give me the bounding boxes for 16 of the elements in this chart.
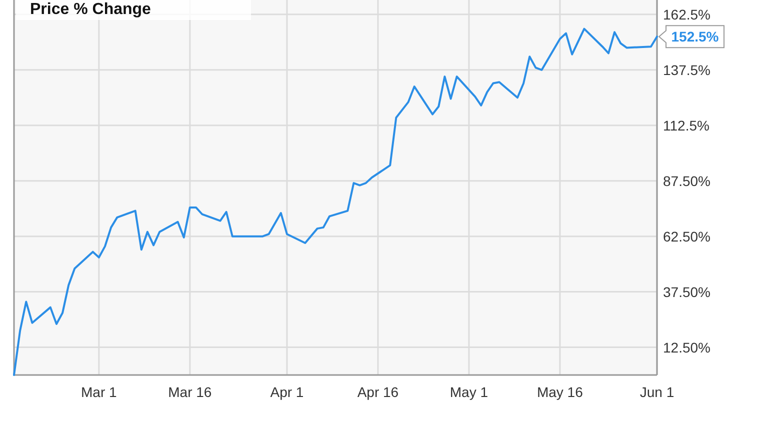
y-tick-label: 37.50% <box>663 284 710 300</box>
x-tick-label: Mar 16 <box>168 384 212 400</box>
x-tick-label: May 16 <box>536 384 584 400</box>
data-label: 152.5% <box>671 28 720 45</box>
x-tick-label: Mar 1 <box>81 384 118 400</box>
y-tick-label: 87.50% <box>663 172 710 189</box>
y-tick-label: 62.50% <box>663 228 710 244</box>
y-tick-label: 162.5% <box>663 6 710 22</box>
chart-title: Price % Change <box>30 1 152 18</box>
y-tick-label: 112.5% <box>663 117 710 134</box>
x-tick-label: Jun 1 <box>640 384 674 400</box>
x-tick-label: Apr 1 <box>270 384 304 400</box>
y-tick-label: 137.5% <box>663 62 710 78</box>
y-tick-label: 12.50% <box>663 339 710 356</box>
x-tick-label: May 1 <box>450 384 488 400</box>
x-tick-label: Apr 16 <box>357 384 399 400</box>
